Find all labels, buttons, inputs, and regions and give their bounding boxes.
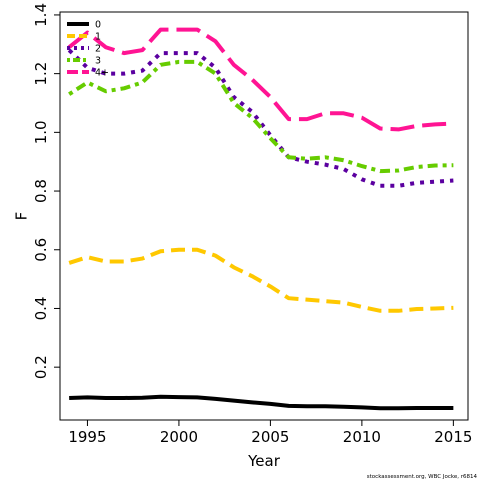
y-tick-label: 1.0: [32, 120, 50, 144]
y-tick-label: 1.4: [32, 3, 50, 27]
x-tick-label: 2015: [434, 428, 472, 446]
legend-label: 3: [95, 56, 101, 67]
x-tick-label: 1995: [68, 428, 106, 446]
y-axis-title: F: [13, 212, 31, 221]
y-axis: 0.2 0.4 0.6 0.8 1.0 1.2 1.4: [32, 3, 60, 379]
legend-label: 1: [95, 32, 101, 43]
x-axis: 1995 2000 2005 2010 2015: [68, 420, 472, 446]
series-line-4plus: [67, 27, 454, 132]
series-line-3: [68, 59, 454, 174]
y-tick-label: 0.8: [32, 179, 50, 203]
legend-label: 4+: [95, 68, 109, 79]
y-tick-label: 0.2: [32, 355, 50, 379]
legend-label: 0: [95, 20, 101, 31]
legend-label: 2: [95, 44, 101, 55]
series-line-1: [68, 247, 454, 313]
series-lines: [67, 27, 454, 411]
x-tick-label: 2005: [251, 428, 289, 446]
series-line-0: [69, 394, 454, 411]
plot-frame: [59, 11, 469, 421]
series-line-2: [67, 48, 454, 188]
x-tick-label: 2010: [343, 428, 381, 446]
y-tick-label: 0.4: [32, 297, 50, 321]
x-tick-label: 2000: [160, 428, 198, 446]
y-tick-label: 0.6: [32, 238, 50, 262]
y-tick-label: 1.2: [32, 62, 50, 86]
credit-annotation: stockassessment.org, WBC Jocke, r6814: [367, 474, 478, 480]
x-axis-title: Year: [247, 452, 281, 470]
